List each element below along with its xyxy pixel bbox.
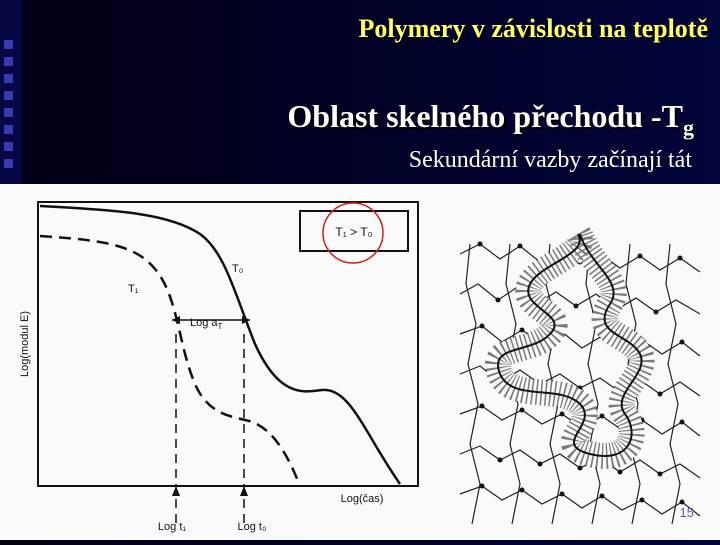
legend-box [299, 210, 409, 252]
tick-label-t1: Log t₁ [158, 521, 186, 533]
decorative-squares [2, 40, 18, 176]
slide-subtitle: Oblast skelného přechodu -Tg [287, 98, 694, 141]
highlight-circle [322, 202, 384, 264]
graph-frame [37, 201, 419, 487]
modulus-time-figure: Log(modul E) T₁ > T₀ T₁ T₀ Log aT Log(ča… [0, 184, 440, 540]
tick-arrow-t1 [172, 486, 180, 496]
bullet-text: Sekundární vazby začínají tát [408, 147, 692, 173]
y-axis-label: Log(modul E) [19, 311, 31, 377]
polymer-network-figure [440, 184, 720, 540]
curve-t1 [39, 234, 302, 487]
subtitle-text: Oblast skelného přechodu -T [287, 98, 683, 134]
polymer-network-illustration [459, 227, 701, 525]
modulus-time-graph: Log(modul E) T₁ > T₀ T₁ T₀ Log aT Log(ča… [19, 201, 419, 533]
shift-arrowhead-right [242, 316, 250, 324]
legend-text: T₁ > T₀ [335, 225, 372, 239]
slide-title: Polymery v závislosti na teplotě [358, 14, 709, 43]
shift-arrowhead-left [172, 316, 180, 324]
tick-label-t0: Log t₀ [237, 521, 266, 533]
polymer-chain [497, 233, 643, 457]
curve-t1-label: T₁ [128, 283, 139, 295]
curve-t0-label: T₀ [232, 263, 243, 275]
subtitle-subscript: g [683, 115, 694, 140]
page-number: 15 [679, 505, 694, 520]
tick-arrow-t0 [240, 486, 248, 496]
shift-label: Log aT [190, 317, 223, 331]
curve-t0 [39, 204, 402, 485]
x-axis-label: Log(čas) [341, 493, 384, 505]
